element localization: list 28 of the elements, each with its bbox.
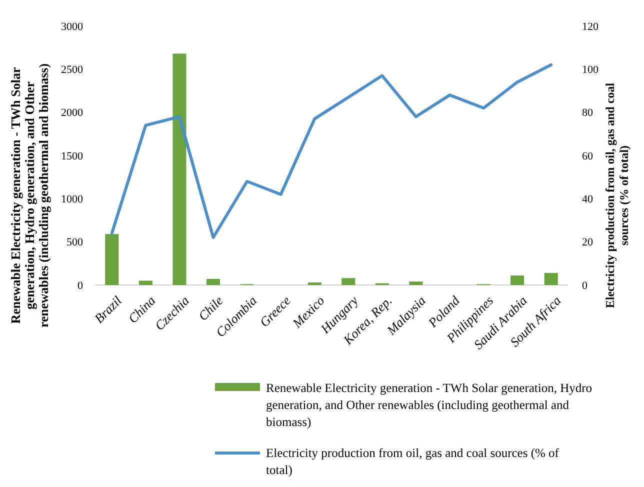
legend-label: Renewable Electricity generation - TWh Solar generation, Hydro generation, and Other renewables (including geothermal and biomass) [266,381,592,429]
y2-tick-label: 100 [582,64,599,76]
bar [308,282,322,285]
legend-label: Electricity production from oil, gas and coal sources (% of total) [266,446,560,477]
y-tick-label: 2500 [61,64,84,76]
y2-tick-label: 40 [582,194,594,206]
bar [105,234,119,285]
y-tick-label: 500 [66,236,84,249]
y2-tick-label: 0 [582,280,588,292]
y-tick-label: 2000 [61,107,84,120]
bar [138,280,152,285]
bar [172,54,186,285]
bar [409,282,423,285]
y-tick-label: 3000 [61,20,84,33]
y-tick-label: 0 [78,280,84,292]
bar [342,278,356,285]
y-tick-label: 1500 [61,150,84,162]
line-series [110,63,553,240]
y2-tick-label: 60 [582,150,594,162]
bar [544,272,558,285]
y2-tick-label: 120 [582,20,599,33]
y2-tick-label: 80 [582,107,594,120]
y-tick-label: 1000 [61,194,84,206]
y2-axis-title: Electricity production from oil, gas and coal sources (% of total) [603,82,631,308]
y2-tick-label: 20 [582,236,594,249]
bar [206,278,220,285]
y-axis-title: Renewable Electricity generation - TWh Solar generation, Hydro generation, and Other renewables (including geothermal and biomass) [8,63,51,328]
bar [510,276,524,285]
